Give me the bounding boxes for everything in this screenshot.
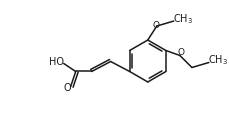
Text: O: O	[152, 21, 158, 30]
Text: O: O	[177, 48, 184, 57]
Text: CH$_3$: CH$_3$	[207, 54, 227, 67]
Text: O: O	[64, 83, 71, 93]
Text: HO: HO	[49, 57, 64, 68]
Text: CH$_3$: CH$_3$	[172, 12, 192, 26]
